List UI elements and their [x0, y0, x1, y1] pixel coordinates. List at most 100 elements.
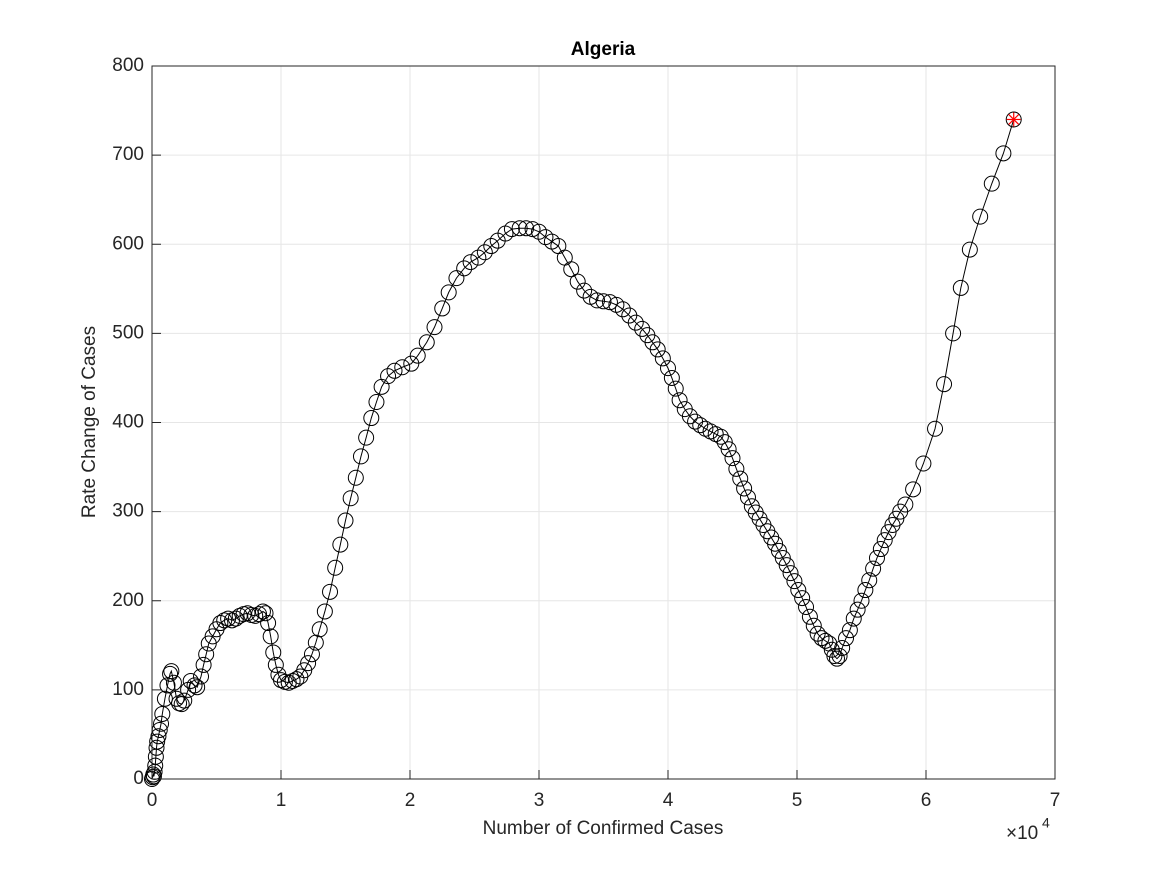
data-point	[262, 628, 279, 645]
data-point	[767, 535, 784, 552]
data-point	[518, 220, 535, 237]
data-point	[327, 559, 344, 576]
data-point	[418, 334, 435, 351]
data-point	[838, 630, 855, 647]
data-point	[154, 705, 171, 722]
data-point	[952, 279, 969, 296]
x-tick-label: 0	[147, 790, 158, 811]
data-point	[273, 672, 289, 689]
data-point	[817, 632, 834, 649]
data-point	[995, 145, 1012, 162]
data-point	[716, 434, 733, 451]
data-point	[332, 536, 349, 553]
data-point	[204, 628, 221, 645]
data-point	[983, 175, 1000, 192]
y-tick-label: 300	[112, 501, 144, 522]
data-point	[724, 450, 741, 467]
data-point	[434, 300, 451, 317]
data-point	[576, 282, 593, 299]
data-point	[798, 598, 815, 615]
data-point	[358, 429, 375, 446]
data-point	[853, 592, 870, 609]
data-point	[880, 524, 897, 541]
data-point	[145, 768, 162, 785]
data-point	[165, 674, 182, 691]
data-point	[845, 610, 862, 627]
data-point	[147, 757, 164, 774]
data-point	[905, 481, 922, 498]
data-point	[790, 582, 807, 599]
data-point	[589, 292, 606, 309]
data-point	[386, 362, 403, 379]
x-tick-label: 5	[792, 790, 803, 811]
data-point	[872, 541, 889, 558]
data-point	[828, 650, 845, 667]
data-point	[156, 690, 173, 707]
y-tick-label: 100	[112, 679, 144, 700]
data-point	[503, 221, 520, 238]
plot	[144, 111, 1022, 787]
x-tick-label: 6	[921, 790, 932, 811]
data-point	[168, 690, 185, 707]
data-point	[834, 639, 851, 656]
chart-title: Algeria	[571, 39, 636, 60]
data-point	[857, 582, 874, 599]
data-point	[195, 656, 212, 673]
data-point	[260, 615, 277, 632]
data-point	[150, 728, 167, 745]
y-tick-label: 800	[112, 55, 144, 76]
data-point	[193, 668, 210, 685]
data-point	[1005, 111, 1022, 128]
x-multiplier: ×10	[1006, 823, 1038, 844]
data-point	[198, 646, 215, 663]
data-point	[849, 601, 866, 618]
y-tick-label: 400	[112, 412, 144, 433]
x-tick-label: 2	[405, 790, 416, 811]
data-point	[654, 350, 671, 367]
data-point	[456, 260, 473, 277]
data-point	[712, 428, 729, 445]
data-point	[216, 612, 233, 629]
data-point	[153, 715, 170, 732]
data-point	[247, 607, 264, 624]
data-point	[563, 261, 580, 278]
data-point	[409, 347, 426, 364]
data-point	[347, 469, 364, 486]
data-point	[692, 417, 709, 434]
y-tick-label: 500	[112, 322, 144, 343]
data-point	[868, 549, 885, 566]
data-point	[601, 294, 618, 311]
data-point	[173, 696, 190, 713]
data-point	[531, 223, 547, 240]
highlight-point	[1006, 112, 1021, 127]
x-multiplier-exponent: 4	[1042, 815, 1050, 831]
x-tick-label: 7	[1050, 790, 1061, 811]
data-point	[162, 665, 179, 682]
data-point	[649, 341, 666, 358]
data-point	[961, 241, 978, 258]
data-point	[483, 238, 500, 255]
data-point	[778, 557, 795, 574]
data-point	[440, 284, 457, 301]
data-point	[189, 679, 206, 696]
data-point	[774, 549, 791, 566]
data-point	[736, 480, 753, 497]
data-point	[720, 441, 737, 458]
data-point	[254, 603, 271, 620]
data-point	[511, 220, 528, 237]
data-point	[614, 301, 631, 318]
y-tick-label: 700	[112, 144, 144, 165]
data-point	[927, 420, 944, 437]
data-point	[786, 573, 803, 590]
data-point	[227, 610, 244, 627]
data-point	[352, 448, 369, 465]
x-tick-label: 4	[663, 790, 674, 811]
data-point	[148, 739, 165, 756]
x-axis-label: Number of Confirmed Cases	[483, 818, 724, 839]
data-point	[303, 646, 320, 663]
data-point	[300, 655, 317, 672]
x-tick-label: 1	[276, 790, 287, 811]
data-point	[782, 565, 799, 582]
data-point	[380, 368, 397, 385]
